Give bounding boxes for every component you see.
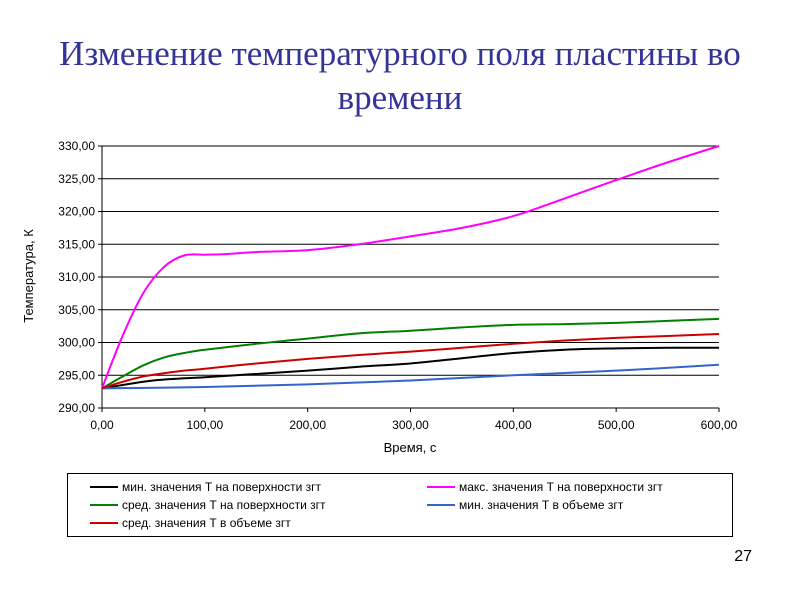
series-line-2: [101, 317, 720, 390]
axes-layer: [98, 145, 720, 412]
x-tick-label: 500,00: [598, 418, 635, 432]
x-axis-label: Время, с: [384, 440, 437, 455]
slide-title: Изменение температурного поля пластины в…: [59, 34, 741, 117]
y-tick-label: 320,00: [58, 205, 95, 219]
series-line-0: [101, 346, 720, 390]
legend-label: мин. значения Т в объеме згт: [459, 498, 624, 512]
y-tick-label: 325,00: [58, 172, 95, 186]
legend-swatch: [427, 503, 455, 506]
x-tick-label: 400,00: [495, 418, 532, 432]
legend-swatch: [90, 521, 118, 524]
y-tick-label: 305,00: [58, 303, 95, 317]
legend-label: сред. значения Т в объеме згт: [122, 516, 291, 530]
series-line-3: [101, 363, 720, 390]
tick-labels: 290,00 295,00 300,00 305,00 310,00 315,00 320,…: [58, 139, 737, 432]
y-axis-label: Температура, К: [21, 229, 36, 323]
x-tick-label: 600,00: [701, 418, 738, 432]
y-tick-label: 300,00: [58, 336, 95, 350]
y-tick-label: 290,00: [58, 401, 95, 415]
series-line-1: [101, 145, 720, 389]
y-tick-label: 330,00: [58, 139, 95, 153]
temperature-line-chart: 290,00 295,00 300,00 305,00 310,00 315,00 320,…: [21, 139, 738, 455]
legend-label: мин. значения Т на поверхности згт: [122, 480, 322, 494]
series-line-4: [101, 332, 720, 390]
x-tick-label: 0,00: [90, 418, 114, 432]
legend-item: сред. значения Т на поверхности згт: [90, 496, 326, 514]
legend-item: макс. значения Т на поверхности згт: [427, 478, 663, 496]
legend-swatch: [90, 503, 118, 506]
chart-legend: мин. значения Т на поверхности згт макс. …: [67, 473, 733, 537]
x-tick-label: 300,00: [392, 418, 429, 432]
series-layer: [101, 145, 720, 390]
x-tick-label: 200,00: [289, 418, 326, 432]
legend-label: макс. значения Т на поверхности згт: [459, 480, 663, 494]
legend-item: мин. значения Т на поверхности згт: [90, 478, 321, 496]
legend-item: сред. значения Т в объеме згт: [90, 514, 291, 532]
grid-layer: [102, 145, 719, 409]
legend-swatch: [90, 485, 118, 488]
y-tick-label: 315,00: [58, 237, 95, 251]
x-tick-label: 100,00: [186, 418, 223, 432]
page-number: 27: [734, 548, 752, 565]
y-tick-label: 295,00: [58, 368, 95, 382]
legend-swatch: [427, 485, 455, 488]
y-tick-label: 310,00: [58, 270, 95, 284]
legend-label: сред. значения Т на поверхности згт: [122, 498, 326, 512]
legend-item: мин. значения Т в объеме згт: [427, 496, 623, 514]
